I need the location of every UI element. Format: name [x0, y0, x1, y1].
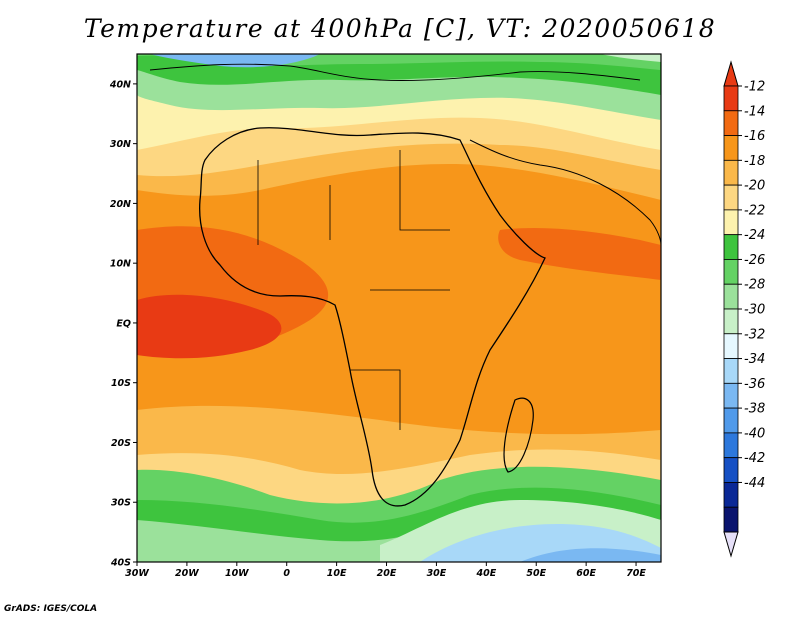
lon-tick-label: 30W	[125, 568, 149, 579]
colorbar-swatch	[723, 308, 739, 335]
colorbar-tick-label: -42	[744, 451, 765, 466]
colorbar-swatch	[723, 333, 739, 359]
colorbar: -12 -14 -16 -18 -20 -22 -24 -26 -28 -30 -32 -34 -36 -…	[723, 60, 765, 558]
lon-tick-label: 40E	[475, 568, 496, 579]
colorbar-swatch	[723, 407, 739, 434]
colorbar-top-arrow	[723, 60, 739, 87]
lat-tick-label: 20S	[111, 438, 131, 449]
colorbar-tick-label: -18	[744, 154, 765, 169]
lon-tick-label: 30E	[427, 568, 447, 579]
colorbar-bottom-arrow	[723, 531, 739, 558]
lat-tick-label: 10S	[111, 378, 131, 389]
lat-tick-label: 40S	[110, 558, 131, 569]
colorbar-swatch	[723, 259, 739, 285]
colorbar-tick-label: -22	[744, 203, 765, 218]
lat-tick-label: 10N	[110, 259, 131, 270]
lon-tick-label: 50E	[526, 568, 546, 579]
colorbar-swatch	[723, 283, 739, 310]
lon-tick-label: 60E	[576, 568, 596, 579]
colorbar-swatch	[723, 159, 739, 186]
colorbar-swatch	[723, 432, 739, 459]
colorbar-swatch	[723, 234, 739, 260]
lon-tick-label: 20E	[377, 568, 397, 579]
colorbar-swatch	[723, 135, 739, 161]
colorbar-swatch	[723, 209, 739, 236]
colorbar-tick-label: -14	[744, 104, 765, 119]
lon-tick-label: 20W	[175, 568, 199, 579]
colorbar-tick-label: -32	[744, 327, 765, 342]
colorbar-swatch	[723, 457, 739, 483]
lat-tick-label: 40N	[109, 79, 131, 90]
lon-tick-label: 70E	[626, 568, 646, 579]
colorbar-swatch	[723, 184, 739, 211]
colorbar-swatch	[723, 482, 739, 508]
grads-credit: GrADS: IGES/COLA	[4, 604, 98, 614]
colorbar-swatch	[723, 506, 739, 533]
lat-tick-label: 30S	[111, 498, 131, 509]
colorbar-tick-label: -30	[744, 303, 765, 318]
colorbar-tick-label: -12	[744, 80, 765, 95]
lon-tick-label: 10W	[225, 568, 249, 579]
lat-tick-label: 30N	[110, 139, 131, 150]
lat-tick-label: EQ	[116, 318, 131, 329]
colorbar-tick-label: -40	[744, 426, 765, 441]
colorbar-tick-label: -38	[744, 402, 765, 417]
lat-tick-label: 20N	[110, 199, 131, 210]
colorbar-tick-label: -36	[744, 377, 765, 392]
colorbar-tick-label: -20	[744, 179, 765, 194]
chart-title: Temperature at 400hPa [C], VT: 202005061…	[83, 14, 717, 43]
colorbar-swatch	[723, 85, 739, 112]
temperature-field	[137, 54, 661, 562]
colorbar-swatch	[723, 382, 739, 409]
lon-tick-label: 10E	[327, 568, 347, 579]
colorbar-tick-label: -16	[744, 129, 765, 144]
colorbar-tick-label: -26	[744, 253, 765, 268]
map-axes: 30W 20W 10W 0 10E 20E 30E 40E 50E 60E 70E 40N 30N 20N…	[109, 79, 647, 579]
colorbar-tick-label: -28	[744, 278, 765, 293]
colorbar-swatch	[723, 110, 739, 136]
colorbar-tick-label: -24	[744, 228, 765, 243]
colorbar-swatch	[723, 358, 739, 384]
lon-tick-label: 0	[283, 568, 290, 579]
colorbar-tick-label: -44	[744, 476, 765, 491]
map-frame	[136, 53, 662, 563]
colorbar-tick-label: -34	[744, 352, 765, 367]
